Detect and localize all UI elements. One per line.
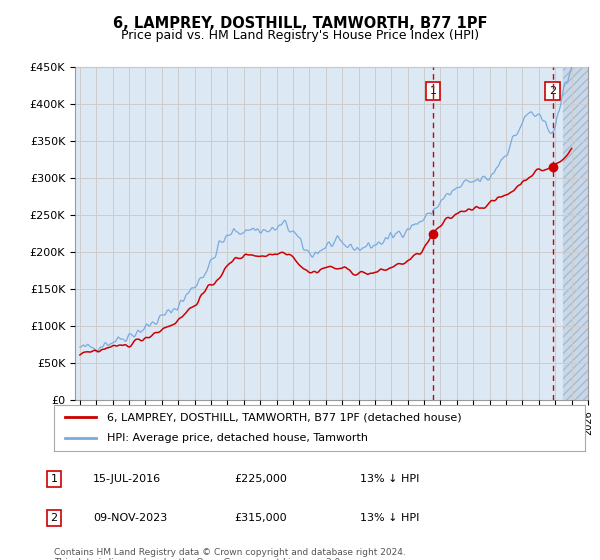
Text: 6, LAMPREY, DOSTHILL, TAMWORTH, B77 1PF: 6, LAMPREY, DOSTHILL, TAMWORTH, B77 1PF [113, 16, 487, 31]
Text: Contains HM Land Registry data © Crown copyright and database right 2024.
This d: Contains HM Land Registry data © Crown c… [54, 548, 406, 560]
Text: 13% ↓ HPI: 13% ↓ HPI [360, 474, 419, 484]
Text: 1: 1 [50, 474, 58, 484]
Text: 13% ↓ HPI: 13% ↓ HPI [360, 513, 419, 523]
Text: Price paid vs. HM Land Registry's House Price Index (HPI): Price paid vs. HM Land Registry's House … [121, 29, 479, 42]
Text: 15-JUL-2016: 15-JUL-2016 [93, 474, 161, 484]
Text: 6, LAMPREY, DOSTHILL, TAMWORTH, B77 1PF (detached house): 6, LAMPREY, DOSTHILL, TAMWORTH, B77 1PF … [107, 412, 462, 422]
Text: 2: 2 [550, 86, 556, 96]
Text: 09-NOV-2023: 09-NOV-2023 [93, 513, 167, 523]
Text: HPI: Average price, detached house, Tamworth: HPI: Average price, detached house, Tamw… [107, 433, 368, 444]
Bar [563, 67, 588, 400]
Text: 2: 2 [50, 513, 58, 523]
Text: £315,000: £315,000 [234, 513, 287, 523]
Text: 1: 1 [430, 86, 436, 96]
Text: £225,000: £225,000 [234, 474, 287, 484]
Bar [563, 67, 588, 400]
